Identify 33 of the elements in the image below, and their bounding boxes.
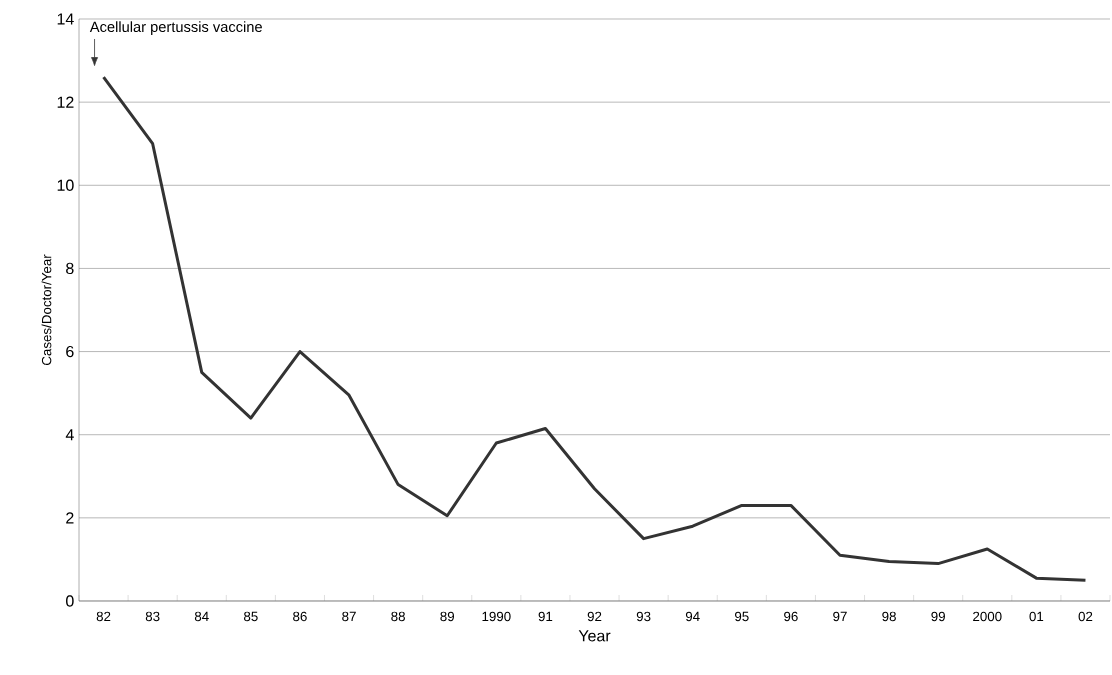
y-tick-label: 2: [66, 512, 74, 524]
x-tick-label: 96: [784, 611, 798, 622]
x-tick-label: 98: [882, 611, 896, 622]
x-tick-label: 93: [636, 611, 651, 622]
x-axis-title: Year: [578, 630, 611, 642]
x-tick-label: 01: [1029, 611, 1044, 622]
y-tick-label: 12: [57, 96, 74, 108]
x-tick-label: 94: [685, 611, 700, 622]
y-tick-label: 14: [57, 13, 74, 25]
x-tick-label: 87: [342, 611, 356, 622]
x-tick-label: 84: [194, 611, 209, 622]
x-tick-label: 91: [538, 611, 553, 622]
x-tick-label: 88: [391, 611, 405, 622]
x-tick-label: 89: [440, 611, 455, 622]
y-axis-title: Cases/Doctor/Year: [41, 254, 52, 366]
line-series: [102, 75, 1087, 582]
x-tick-label: 85: [244, 611, 258, 622]
annotation: Acellular pertussis vaccine: [89, 21, 262, 35]
y-tick-label: 10: [57, 179, 74, 191]
x-tick-label: 83: [145, 611, 160, 622]
x-tick-label: 95: [735, 611, 749, 622]
x-tick-label: 97: [833, 611, 847, 622]
x-tick-label: 92: [587, 611, 602, 622]
x-tick-label: 1990: [482, 611, 511, 622]
y-tick-label: 4: [65, 429, 74, 441]
x-tick-label: 82: [96, 611, 111, 622]
y-tick-label: 0: [66, 595, 74, 607]
x-tick-label: 2000: [973, 611, 1002, 622]
x-tick-label: 99: [931, 611, 945, 622]
x-tick-label: 02: [1078, 611, 1093, 622]
y-tick-label: 6: [66, 345, 74, 358]
y-tick-label: 8: [66, 262, 74, 275]
x-tick-label: 86: [293, 611, 307, 622]
